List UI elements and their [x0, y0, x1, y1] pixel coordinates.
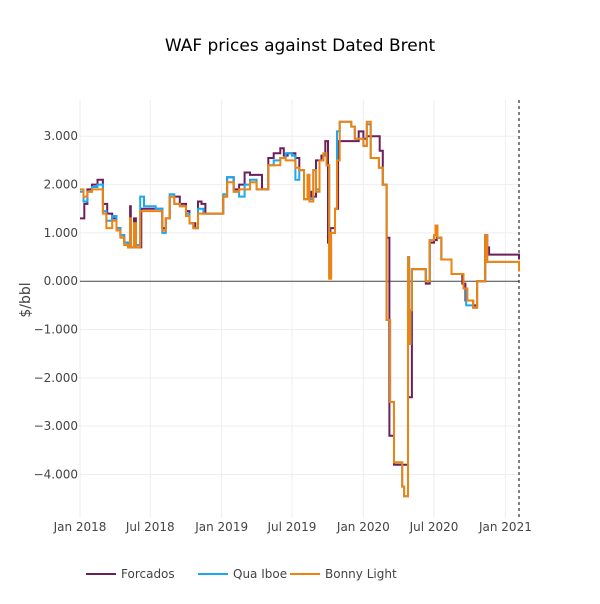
y-tick-label: 1.000 [44, 226, 78, 240]
legend-label: Qua Iboe [233, 567, 287, 581]
legend-item-bonny-light[interactable]: Bonny Light [290, 567, 397, 581]
x-tick-label: Jul 2020 [409, 520, 459, 534]
x-tick-label: Jul 2019 [267, 520, 317, 534]
y-tick-label: 0.000 [44, 274, 78, 288]
y-tick-label: −4.000 [34, 468, 78, 482]
y-axis-label: $/bbl [18, 282, 34, 317]
gridlines [79, 100, 520, 518]
y-tick-label: −3.000 [34, 419, 78, 433]
plot-lines [80, 120, 520, 498]
legend-item-forcados[interactable]: Forcados [86, 567, 175, 581]
y-tick-label: −2.000 [34, 371, 78, 385]
x-tick-label: Jan 2019 [194, 520, 248, 534]
x-tick-label: Jan 2018 [53, 520, 107, 534]
series-line-forcados [80, 130, 520, 466]
legend-label: Forcados [121, 567, 175, 581]
series-line-qua-iboe [80, 120, 520, 498]
y-tick-label: −1.000 [34, 323, 78, 337]
series-line-bonny-light [80, 120, 520, 498]
y-tick-label: 2.000 [44, 178, 78, 192]
y-axis: 3.000 2.000 1.000 0.000 −1.000 −2.000 −3.000 −4… [34, 129, 78, 481]
legend[interactable]: Forcados Qua Iboe Bonny Light [86, 567, 397, 581]
x-axis: Jan 2018 Jul 2018 Jan 2019 Jul 2019 Jan 2020… [53, 520, 532, 534]
y-tick-label: 3.000 [44, 129, 78, 143]
legend-item-qua-iboe[interactable]: Qua Iboe [198, 567, 287, 581]
chart-title: WAF prices against Dated Brent [165, 36, 436, 56]
x-tick-label: Jan 2020 [336, 520, 390, 534]
x-tick-label: Jan 2021 [478, 520, 532, 534]
legend-label: Bonny Light [325, 567, 397, 581]
x-tick-label: Jul 2018 [125, 520, 175, 534]
